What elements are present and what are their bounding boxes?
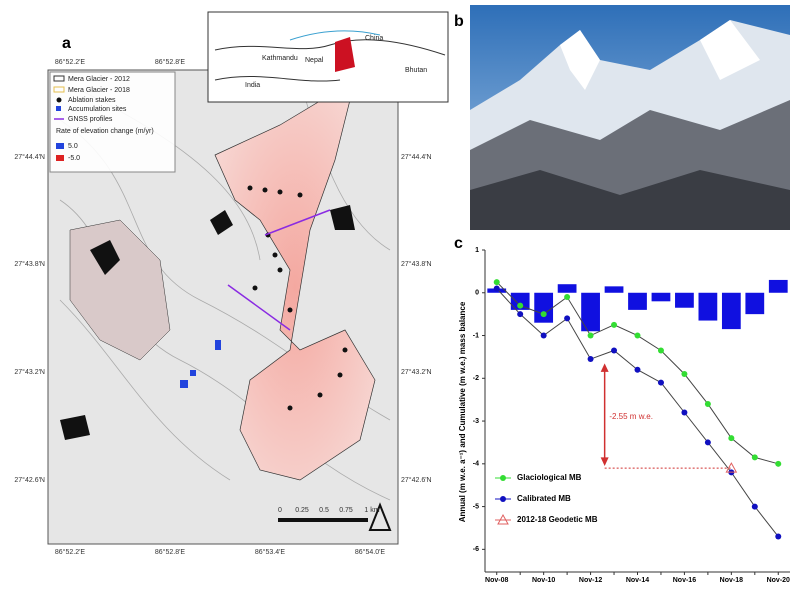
coord-label: 27°43.8'N — [401, 260, 432, 268]
point — [635, 333, 641, 339]
coord-label: 27°44.4'N — [401, 153, 432, 161]
coord-label: 27°42.6'N — [14, 476, 45, 484]
point — [775, 534, 781, 540]
legend-label: Mera Glacier - 2018 — [68, 87, 130, 94]
point — [564, 315, 570, 321]
coord-label: 27°42.6'N — [401, 476, 432, 484]
coord-label: 86°52.2'E — [55, 58, 86, 66]
y-tick-label: 1 — [475, 247, 479, 254]
bar — [769, 280, 788, 293]
point — [635, 367, 641, 373]
legend-marker — [500, 475, 506, 481]
panel-label: c — [454, 235, 463, 252]
bar — [722, 293, 741, 329]
x-tick-label: Nov-20 — [767, 577, 790, 584]
legend-label: -5.0 — [68, 155, 80, 162]
inset-label: China — [365, 35, 383, 42]
coord-label: 27°43.2'N — [14, 368, 45, 376]
x-tick-label: Nov-18 — [720, 577, 743, 584]
inset-label: Nepal — [305, 57, 324, 64]
point — [611, 347, 617, 353]
y-tick-label: -1 — [473, 332, 479, 339]
scale-label: 1 km — [364, 507, 379, 514]
photo — [470, 5, 790, 230]
point — [611, 322, 617, 328]
bar — [605, 286, 624, 292]
coord-label: 86°52.2'E — [55, 548, 86, 556]
bar — [628, 293, 647, 310]
point — [775, 461, 781, 467]
bar — [534, 293, 553, 323]
point — [705, 439, 711, 445]
point — [752, 454, 758, 460]
coord-label: 27°43.2'N — [401, 368, 432, 376]
legend-label: GNSS profiles — [68, 116, 113, 123]
inset-label: India — [245, 82, 260, 89]
scale-label: 0.5 — [319, 507, 329, 514]
inset-label: Kathmandu — [262, 55, 298, 62]
legend-label: Accumulation sites — [68, 106, 127, 113]
inset-label: Bhutan — [405, 67, 427, 74]
x-tick-label: Nov-16 — [673, 577, 696, 584]
y-tick-label: -6 — [473, 546, 479, 553]
point — [588, 333, 594, 339]
scale-label: 0.75 — [339, 507, 353, 514]
point — [681, 371, 687, 377]
point — [728, 435, 734, 441]
point — [588, 356, 594, 362]
coord-label: 86°52.8'E — [155, 548, 186, 556]
annotation: -2.55 m w.e. — [609, 412, 653, 421]
point — [752, 504, 758, 510]
y-tick-label: -2 — [473, 375, 479, 382]
scale-label: 0 — [278, 507, 282, 514]
point — [564, 294, 570, 300]
legend-label: Calibrated MB — [517, 494, 571, 503]
point — [517, 311, 523, 317]
figure: a Mera Glacier - 2012 Mera Glacier - 201… — [0, 0, 790, 584]
point — [705, 401, 711, 407]
panel-label: b — [454, 13, 464, 30]
bar — [558, 284, 577, 293]
y-tick-label: -5 — [473, 503, 479, 510]
legend-label: Rate of elevation change (m/yr) — [56, 128, 154, 135]
point — [541, 311, 547, 317]
y-tick-label: -4 — [473, 461, 479, 468]
point — [494, 279, 500, 285]
bar — [652, 293, 671, 302]
y-axis-title: Annual (m w.e. a⁻¹) and Cumulative (m w.… — [458, 301, 467, 522]
point — [658, 380, 664, 386]
bar — [675, 293, 694, 308]
point — [681, 410, 687, 416]
y-tick-label: -3 — [473, 418, 479, 425]
y-tick-label: 0 — [475, 290, 479, 297]
coord-label: 86°52.8'E — [155, 58, 186, 66]
x-tick-label: Nov-08 — [485, 577, 508, 584]
point — [494, 285, 500, 291]
bar — [699, 293, 718, 321]
legend-label: 2012-18 Geodetic MB — [517, 515, 598, 524]
coord-label: 86°54.0'E — [355, 548, 386, 556]
scale-label: 0.25 — [295, 507, 309, 514]
legend-label: Glaciological MB — [517, 473, 582, 482]
x-tick-label: Nov-14 — [626, 577, 649, 584]
legend-marker — [500, 496, 506, 502]
coord-label: 86°53.4'E — [255, 548, 286, 556]
legend-label: Mera Glacier - 2012 — [68, 76, 130, 83]
coord-label: 27°43.8'N — [14, 260, 45, 268]
point — [517, 303, 523, 309]
bar — [745, 293, 764, 314]
point — [658, 347, 664, 353]
legend-label: Ablation stakes — [68, 97, 116, 104]
x-tick-label: Nov-12 — [579, 577, 602, 584]
point — [541, 333, 547, 339]
legend-label: 5.0 — [68, 143, 78, 150]
panel-label: a — [62, 35, 71, 52]
coord-label: 27°44.4'N — [14, 153, 45, 161]
x-tick-label: Nov-10 — [532, 577, 555, 584]
